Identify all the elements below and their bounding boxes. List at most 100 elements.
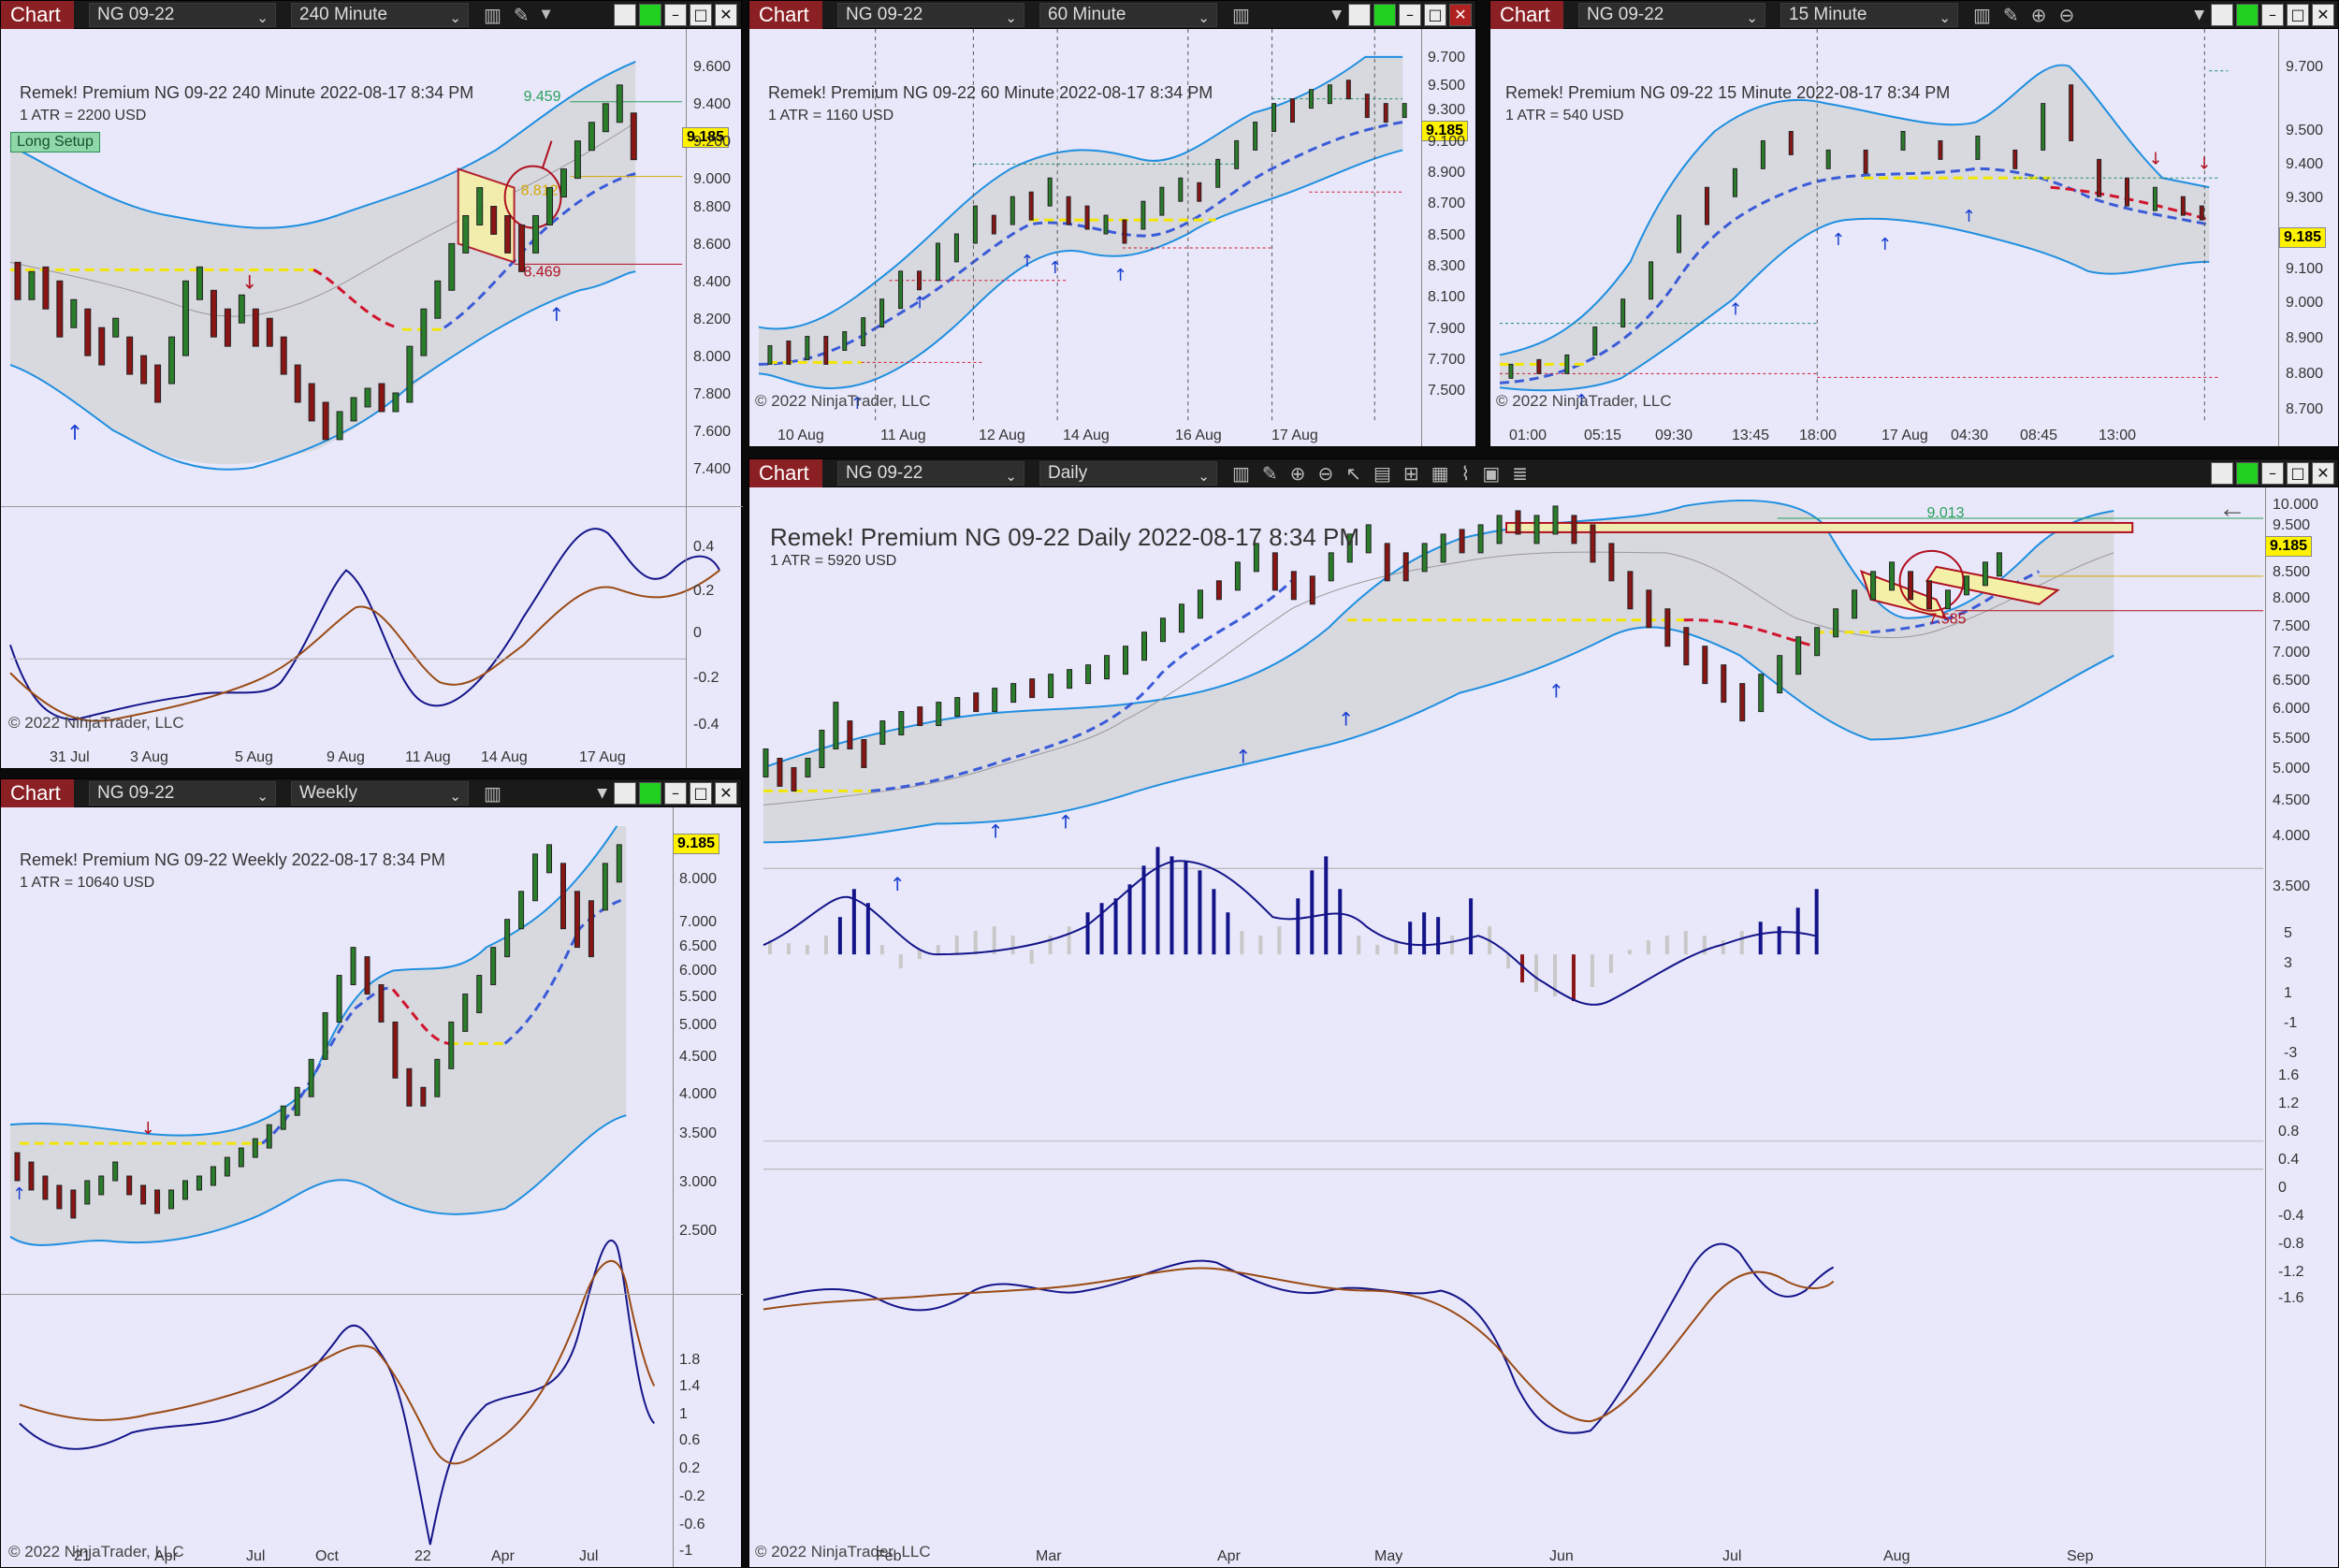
interval-select[interactable]: Daily ⌄ (1039, 460, 1217, 486)
last-price-tag: 9.185 (1421, 121, 1469, 141)
window-color-button[interactable] (2236, 4, 2259, 26)
zoom-in-icon[interactable]: ⊕ (2030, 3, 2047, 26)
close-button[interactable]: ✕ (1449, 4, 1472, 26)
drawing-tool-icon[interactable]: ✎ (513, 3, 530, 26)
dropdown-icon[interactable]: ▼ (1331, 7, 1342, 22)
window-link-button[interactable] (1348, 4, 1371, 26)
window-link-button[interactable] (2211, 462, 2233, 485)
interval-value: Daily (1048, 462, 1088, 483)
dropdown-icon[interactable]: ▼ (597, 786, 607, 801)
dropdown-icon[interactable]: ▼ (541, 7, 551, 22)
properties-icon[interactable]: ≣ (1512, 461, 1528, 485)
y-tick: 6.000 (679, 963, 718, 979)
minimize-button[interactable]: – (1399, 4, 1421, 26)
window-color-button[interactable] (1373, 4, 1396, 26)
svg-text:↑: ↑ (1048, 258, 1062, 278)
svg-text:↑: ↑ (1878, 235, 1892, 254)
chart-canvas[interactable]: ↑ ↑ ↑ ↑ ↑ Remek! Premium NG 09-22 60 Minute … (749, 29, 1475, 446)
indicators-icon[interactable]: ⊞ (1402, 461, 1419, 485)
window-color-button[interactable] (639, 782, 661, 805)
instrument-select[interactable]: NG 09-22 ⌄ (1578, 2, 1765, 27)
minimize-button[interactable]: – (2261, 462, 2284, 485)
window-link-button[interactable] (614, 4, 636, 26)
close-button[interactable]: ✕ (2312, 4, 2334, 26)
minimize-button[interactable]: – (2261, 4, 2284, 26)
chart-canvas[interactable]: 9.013 7.585 ↑ ↑ ↑ ↑ ↑ ↑ Remek! Premium NG 09-… (749, 487, 2338, 1567)
y-tick: 8.300 (1428, 258, 1466, 274)
copyright-label: © 2022 NinjaTrader, LLC (1496, 392, 1672, 410)
zoom-in-icon[interactable]: ⊕ (1289, 461, 1306, 485)
x-tick: 04:30 (1951, 428, 1989, 443)
close-button[interactable]: ✕ (715, 782, 737, 805)
drawing-tool-icon[interactable]: ✎ (2002, 3, 2019, 26)
panel-separator (1, 1294, 743, 1295)
chart-tab[interactable]: Chart (1, 0, 74, 29)
osc-tick: 1.4 (679, 1378, 701, 1394)
chart-canvas[interactable]: 9.459 8.812 8.469 ↑ ↓ ↑ Remek! Premium N… (1, 29, 743, 768)
zoom-out-icon[interactable]: ⊖ (2058, 3, 2075, 26)
y-tick: 9.100 (2286, 261, 2324, 277)
back-arrow-icon[interactable]: ← (2218, 493, 2246, 524)
price-low-label: 7.585 (1929, 612, 1967, 628)
x-tick: 31 Jul (50, 749, 90, 765)
chart-window-60min: Chart NG 09-22 ⌄ 60 Minute ⌄ ▥ ▼ – □ ✕ ↑ ↑ ↑… (748, 0, 1476, 447)
osc-tick: 0.2 (693, 583, 715, 599)
close-button[interactable]: ✕ (2312, 462, 2334, 485)
bar-type-icon[interactable]: ▥ (484, 781, 501, 805)
chart-canvas[interactable]: ↑ ↑ ↑ ↑ ↑ ↓ ↓ Remek! Premium NG 09-22 15 Minu… (1490, 29, 2338, 446)
maximize-button[interactable]: □ (2287, 462, 2309, 485)
y-tick: 5.000 (679, 1017, 718, 1033)
bar-type-icon[interactable]: ▥ (1232, 3, 1250, 26)
pointer-icon[interactable]: ↖ (1345, 461, 1361, 485)
dropdown-icon[interactable]: ▼ (2194, 7, 2204, 22)
y-tick: 2.500 (679, 1223, 718, 1239)
y-tick: 6.000 (2273, 701, 2311, 717)
bar-type-icon[interactable]: ▥ (1232, 461, 1250, 485)
maximize-button[interactable]: □ (2287, 4, 2309, 26)
chart-tab[interactable]: Chart (749, 458, 822, 487)
chevron-down-icon: ⌄ (256, 788, 269, 805)
interval-select[interactable]: Weekly ⌄ (291, 780, 469, 806)
minimize-button[interactable]: – (664, 782, 687, 805)
interval-select[interactable]: 240 Minute ⌄ (291, 2, 469, 27)
bar-type-icon[interactable]: ▥ (484, 3, 501, 26)
chart-tab[interactable]: Chart (1490, 0, 1563, 29)
interval-value: 15 Minute (1789, 4, 1867, 24)
window-link-button[interactable] (614, 782, 636, 805)
instrument-select[interactable]: NG 09-22 ⌄ (837, 2, 1024, 27)
window-link-button[interactable] (2211, 4, 2233, 26)
hist-tick: -1 (2284, 1015, 2298, 1031)
y-tick: 9.200 (693, 134, 732, 150)
instrument-select[interactable]: NG 09-22 ⌄ (837, 460, 1024, 486)
y-tick: 7.500 (1428, 383, 1466, 399)
y-tick: 9.500 (2273, 517, 2311, 533)
bar-type-icon[interactable]: ▥ (1973, 3, 1991, 26)
x-tick: 12 Aug (979, 428, 1025, 443)
x-tick: 22 (414, 1548, 431, 1564)
window-color-button[interactable] (2236, 462, 2259, 485)
strategies-icon[interactable]: ▦ (1431, 461, 1449, 485)
data-box-icon[interactable]: ▤ (1373, 461, 1391, 485)
chart-tab[interactable]: Chart (1, 778, 74, 807)
chart-style-icon[interactable]: ⌇ (1460, 461, 1471, 485)
templates-icon[interactable]: ▣ (1482, 461, 1501, 485)
drawing-tool-icon[interactable]: ✎ (1261, 461, 1278, 485)
instrument-select[interactable]: NG 09-22 ⌄ (89, 2, 276, 27)
svg-text:↑: ↑ (1338, 708, 1354, 731)
maximize-button[interactable]: □ (690, 782, 712, 805)
y-tick: 4.500 (679, 1049, 718, 1065)
chart-tab[interactable]: Chart (749, 0, 822, 29)
window-color-button[interactable] (639, 4, 661, 26)
maximize-button[interactable]: □ (690, 4, 712, 26)
close-button[interactable]: ✕ (715, 4, 737, 26)
maximize-button[interactable]: □ (1424, 4, 1446, 26)
instrument-select[interactable]: NG 09-22 ⌄ (89, 780, 276, 806)
zoom-out-icon[interactable]: ⊖ (1317, 461, 1334, 485)
chart-canvas[interactable]: ↑ ↓ Remek! Premium NG 09-22 Weekly 2022-0… (1, 807, 743, 1567)
instrument-value: NG 09-22 (97, 782, 175, 803)
interval-select[interactable]: 60 Minute ⌄ (1039, 2, 1217, 27)
osc-tick: -0.4 (693, 717, 719, 733)
minimize-button[interactable]: – (664, 4, 687, 26)
interval-select[interactable]: 15 Minute ⌄ (1780, 2, 1958, 27)
x-tick: 17 Aug (579, 749, 626, 765)
